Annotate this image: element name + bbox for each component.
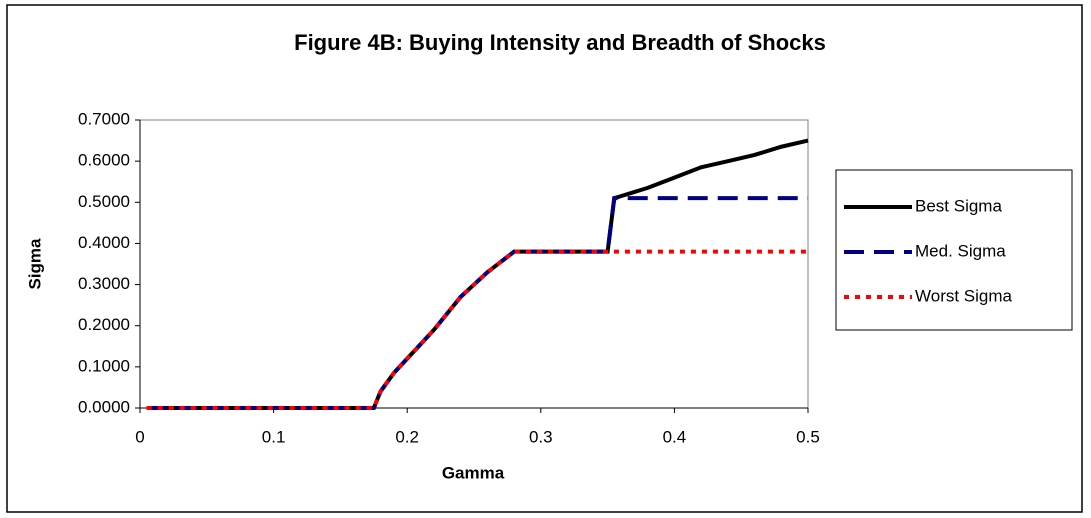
legend-label: Med. Sigma bbox=[915, 241, 1006, 260]
chart-title: Figure 4B: Buying Intensity and Breadth … bbox=[294, 30, 826, 55]
y-tick-label: 0.3000 bbox=[78, 274, 130, 293]
y-tick-label: 0.2000 bbox=[78, 315, 130, 334]
y-tick-label: 0.0000 bbox=[78, 397, 130, 416]
x-tick-label: 0.3 bbox=[529, 427, 553, 446]
series-line bbox=[146, 249, 808, 410]
x-tick-label: 0.5 bbox=[796, 427, 820, 446]
series-line bbox=[146, 196, 808, 410]
x-tick-label: 0 bbox=[135, 427, 144, 446]
y-tick-label: 0.6000 bbox=[78, 151, 130, 170]
y-tick-label: 0.7000 bbox=[78, 109, 130, 128]
legend-label: Worst Sigma bbox=[915, 286, 1013, 305]
plot-area bbox=[139, 119, 809, 409]
y-tick-label: 0.5000 bbox=[78, 192, 130, 211]
x-tick-label: 0.1 bbox=[262, 427, 286, 446]
y-axis-label: Sigma bbox=[25, 238, 44, 290]
legend-label: Best Sigma bbox=[915, 196, 1002, 215]
y-tick-label: 0.4000 bbox=[78, 233, 130, 252]
x-tick-label: 0.4 bbox=[663, 427, 687, 446]
x-tick-label: 0.2 bbox=[395, 427, 419, 446]
x-axis-label: Gamma bbox=[442, 463, 505, 482]
y-tick-label: 0.1000 bbox=[78, 356, 130, 375]
